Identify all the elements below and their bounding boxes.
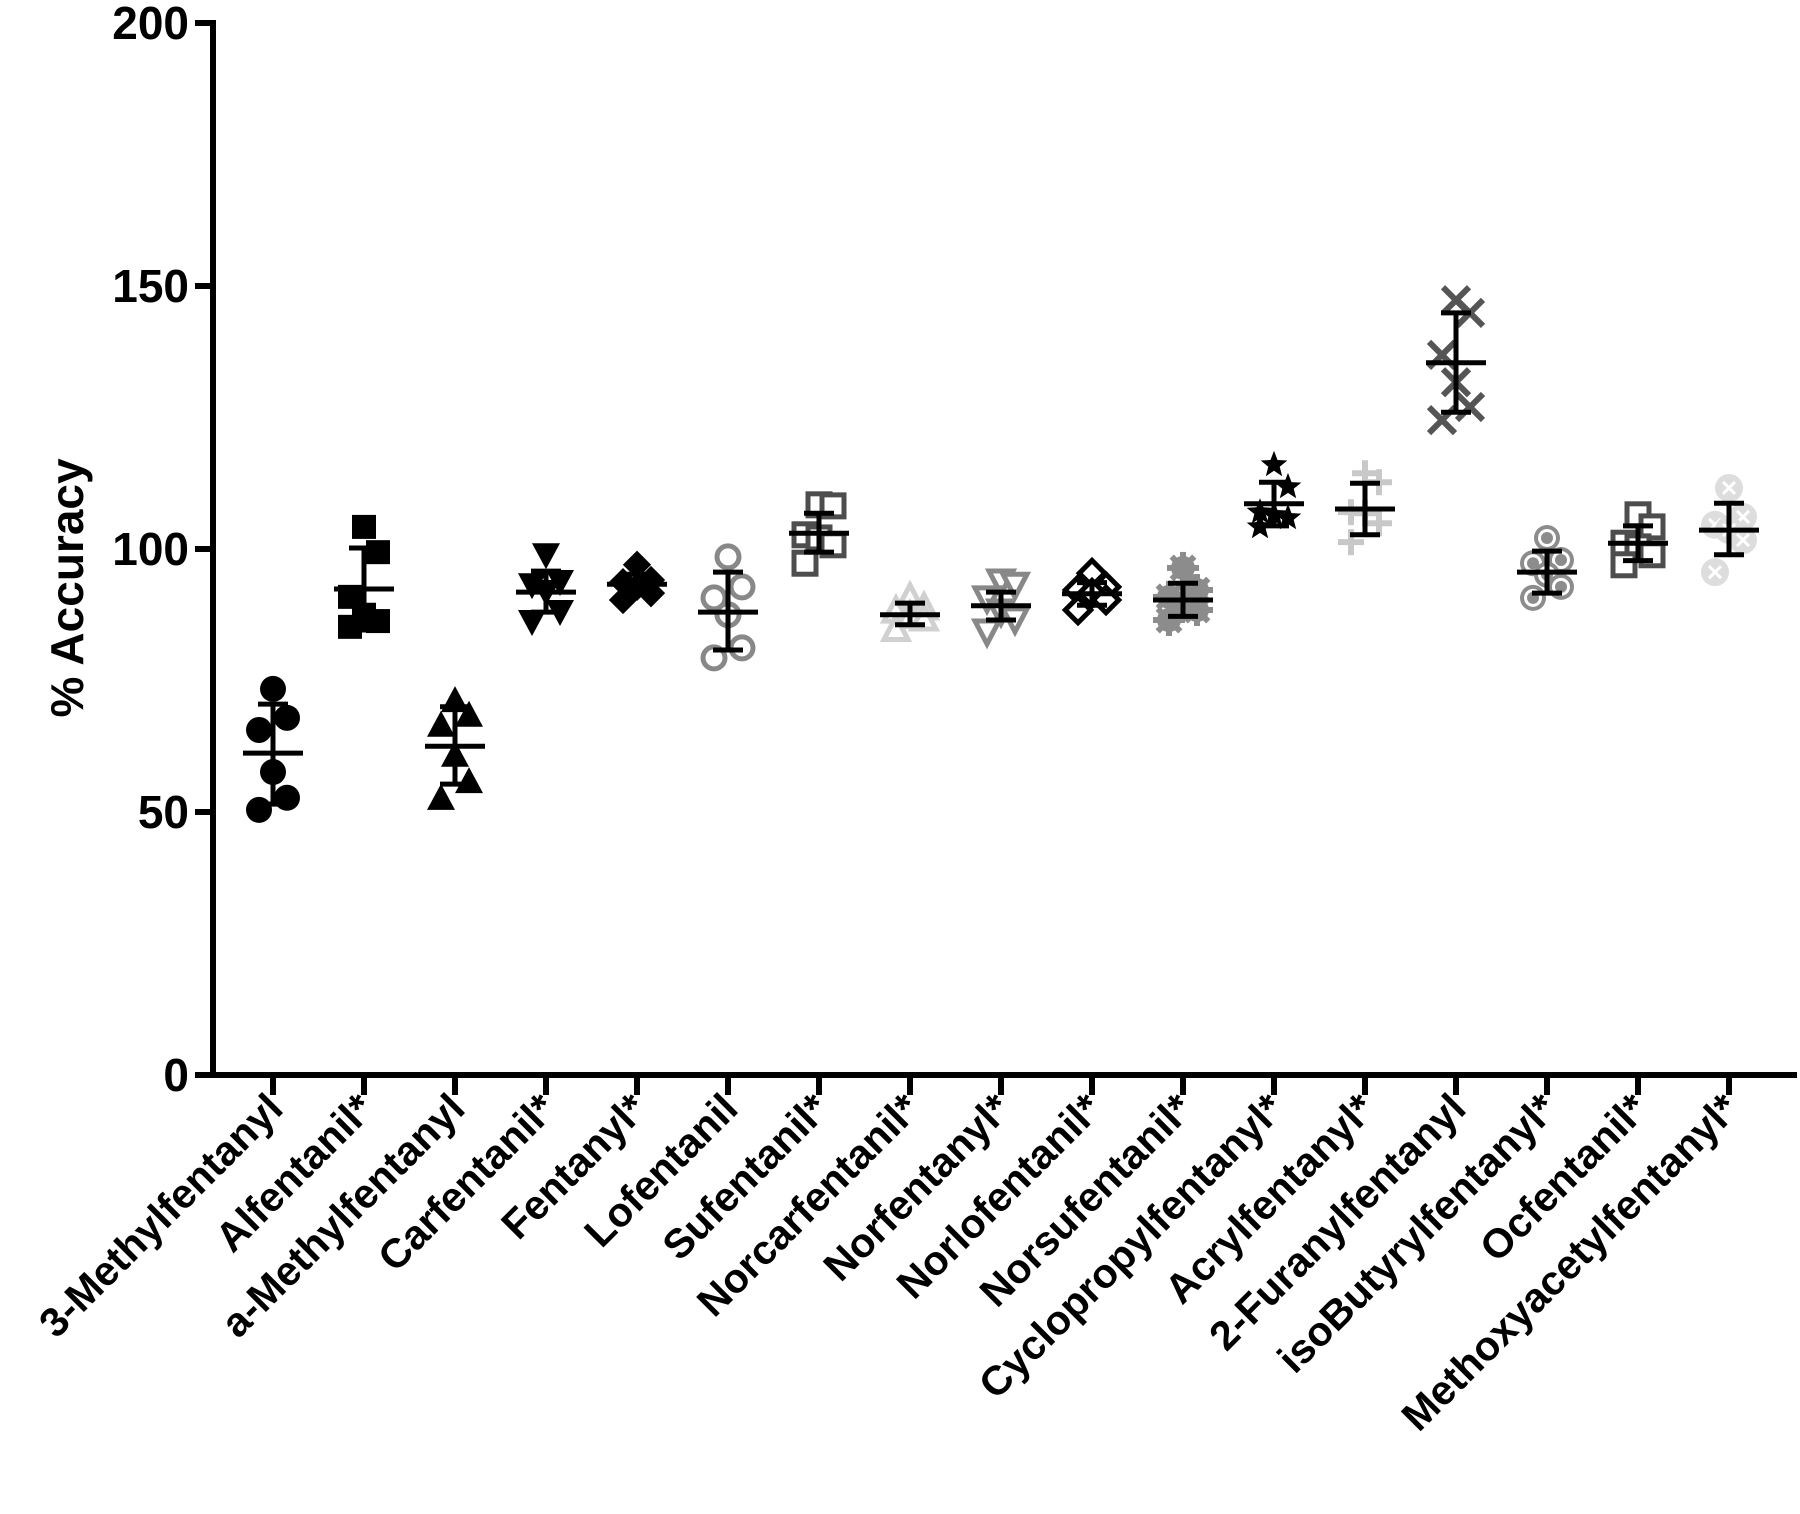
data-point [455,700,483,727]
data-point [1153,604,1185,637]
data-point [518,573,546,600]
y-tick-label: 100 [112,523,189,575]
error-bar [1517,548,1577,596]
data-point [1610,551,1638,579]
data-point [274,704,300,731]
data-point [970,618,1004,650]
y-axis-title: % Accuracy [41,458,93,718]
error-bar [1062,580,1122,608]
data-point [532,543,560,570]
data-point [728,573,756,601]
data-point [1534,524,1560,551]
data-point [427,710,455,737]
x-axis: 3-MethylfentanylAlfentanil*a-Methylfenta… [30,1072,1797,1440]
error-bar [789,510,849,555]
data-point [246,716,272,743]
y-tick-label: 0 [163,1049,189,1101]
data-points [246,285,1757,823]
data-point [700,584,728,612]
data-point [1729,526,1757,555]
data-point [1274,472,1302,499]
error-bar [607,571,667,594]
data-point [1274,504,1302,530]
data-point [274,784,300,811]
data-point [1366,510,1392,537]
error-bar [1426,310,1486,415]
data-point [1715,473,1743,502]
error-bars [243,310,1759,807]
series-16 [1701,473,1757,587]
data-point [1520,584,1546,611]
data-point [260,675,286,702]
data-point [338,614,362,639]
data-point [879,611,913,643]
data-point [1548,573,1574,600]
y-tick-label: 150 [112,260,189,312]
data-point [455,767,483,794]
y-axis: 0 50 100 150 200 [112,0,216,1101]
error-bar [1699,500,1759,558]
error-bar [425,704,485,787]
error-bar [1335,480,1395,538]
data-point [791,549,819,577]
error-bar [971,589,1031,623]
series-10 [1153,551,1213,637]
y-tick-label: 50 [138,786,189,838]
error-bar [698,569,758,653]
data-point [518,610,546,637]
error-bar [243,701,303,807]
data-point [546,570,574,597]
data-point [1260,450,1288,477]
data-point [998,571,1032,603]
data-point [1701,558,1729,587]
error-bar [880,600,940,628]
data-point [1246,498,1274,524]
error-bar [1153,580,1213,619]
data-point [427,783,455,810]
data-point [352,514,376,539]
data-point [714,543,742,571]
error-bar [1608,523,1668,564]
data-point [1167,551,1199,584]
y-tick-label: 200 [112,0,189,49]
error-bar [516,568,576,615]
error-bar [1244,479,1304,529]
data-point [246,796,272,823]
error-bar [334,545,394,633]
data-point [1454,391,1486,423]
data-point [366,540,390,565]
